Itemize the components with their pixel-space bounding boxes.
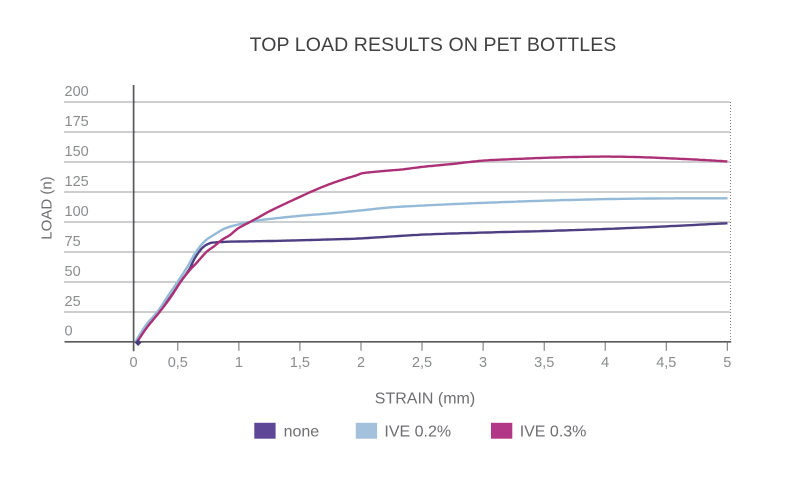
svg-text:0: 0 (130, 355, 138, 371)
svg-text:200: 200 (65, 84, 89, 100)
svg-text:0: 0 (65, 324, 73, 340)
svg-text:50: 50 (65, 264, 81, 280)
svg-text:175: 175 (65, 114, 89, 130)
svg-text:2: 2 (357, 355, 365, 371)
svg-text:LOAD (n): LOAD (n) (39, 176, 56, 239)
svg-text:150: 150 (65, 144, 89, 160)
svg-text:100: 100 (65, 204, 89, 220)
svg-text:TOP LOAD RESULTS ON PET BOTTLE: TOP LOAD RESULTS ON PET BOTTLES (250, 34, 617, 56)
svg-text:1: 1 (235, 355, 243, 371)
svg-text:0,5: 0,5 (168, 355, 188, 371)
svg-text:25: 25 (65, 294, 81, 310)
svg-text:none: none (284, 424, 320, 441)
svg-text:STRAIN (mm): STRAIN (mm) (375, 391, 475, 408)
svg-text:3,5: 3,5 (534, 355, 554, 371)
svg-text:5: 5 (723, 355, 731, 371)
svg-text:4,5: 4,5 (656, 355, 676, 371)
svg-text:1,5: 1,5 (290, 355, 310, 371)
svg-text:75: 75 (65, 234, 81, 250)
svg-text:125: 125 (65, 174, 89, 190)
svg-text:IVE 0.3%: IVE 0.3% (520, 424, 587, 441)
svg-text:2,5: 2,5 (412, 355, 432, 371)
svg-text:IVE 0.2%: IVE 0.2% (384, 424, 451, 441)
svg-text:4: 4 (601, 355, 609, 371)
svg-text:3: 3 (479, 355, 487, 371)
